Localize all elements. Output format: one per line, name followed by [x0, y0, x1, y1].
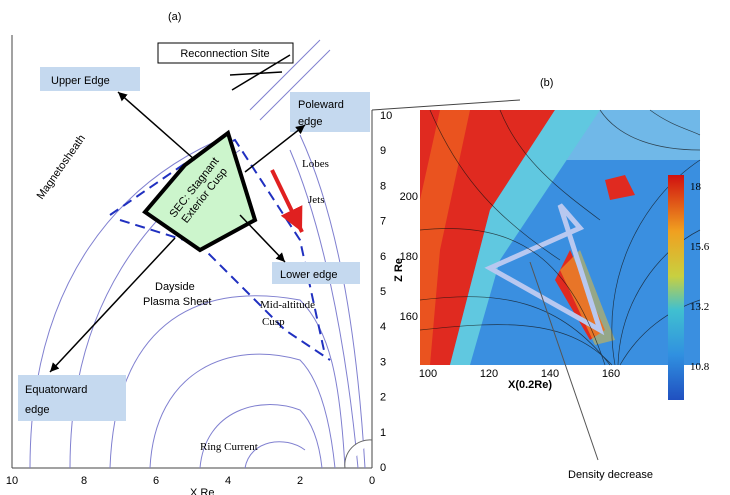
y-tick-label: 200 — [400, 191, 418, 203]
colorbar — [668, 175, 684, 400]
x-tick-label: 8 — [81, 475, 87, 487]
x-tick-label: 2 — [297, 475, 303, 487]
y-tick-label: 6 — [380, 251, 386, 263]
x-tick-label: 4 — [225, 475, 231, 487]
lobes-label: Lobes — [302, 158, 329, 170]
upper-edge-label: Upper Edge — [51, 75, 110, 87]
y-tick-label: 160 — [400, 311, 418, 323]
y-tick-label: 10 — [380, 110, 392, 122]
x-axis-label: X(0.2Re) — [508, 379, 552, 391]
cusp-label: Mid-altitude — [260, 299, 315, 311]
x-tick-label: 6 — [153, 475, 159, 487]
magnetosheath-label: Magnetosheath — [35, 133, 88, 202]
y-tick-label: 2 — [380, 392, 386, 404]
marker — [230, 72, 282, 75]
plasma-sheet-label: Dayside — [155, 281, 195, 293]
y-tick-label: 3 — [380, 356, 386, 368]
arrow — [118, 92, 195, 160]
plasma-sheet-label: Plasma Sheet — [143, 296, 211, 308]
annotation: Density decrease — [568, 469, 653, 481]
colorbar-label: 15.6 — [690, 241, 710, 253]
equatorward-label: edge — [25, 404, 49, 416]
lower-edge-label: Lower edge — [280, 269, 338, 281]
arrow — [240, 215, 285, 262]
colorbar-label: 18 — [690, 181, 702, 193]
x-tick-label: 10 — [6, 475, 18, 487]
cusp-label: Cusp — [262, 316, 285, 328]
poleward-label: edge — [298, 116, 322, 128]
equatorward-label: Equatorward — [25, 384, 87, 396]
x-tick-label: 120 — [480, 368, 498, 380]
y-tick-label: 7 — [380, 216, 386, 228]
frame — [372, 100, 520, 110]
y-tick-label: 180 — [400, 251, 418, 263]
x-axis-label: X Re — [190, 487, 214, 495]
colorbar-label: 13.2 — [690, 301, 709, 313]
y-tick-label: 5 — [380, 286, 386, 298]
jet-arrow — [272, 170, 302, 232]
y-tick-label: 1 — [380, 427, 386, 439]
jets-label: Jets — [308, 194, 325, 206]
y-tick-label: 9 — [380, 145, 386, 157]
colorbar-label: 10.8 — [690, 361, 710, 373]
panel-label: (a) — [168, 11, 181, 23]
x-tick-label: 0 — [369, 475, 375, 487]
poleward-label: Poleward — [298, 99, 344, 111]
ring-current-label: Ring Current — [200, 441, 258, 453]
y-tick-label: 0 — [380, 462, 386, 474]
reconnection-label: Reconnection Site — [180, 48, 269, 60]
figure: (a) SEC: StagnantExterior Cusp Reconnect… — [0, 0, 730, 495]
panel-label: (b) — [540, 77, 553, 89]
x-tick-label: 160 — [602, 368, 620, 380]
x-tick-label: 100 — [419, 368, 437, 380]
y-tick-label: 8 — [380, 180, 386, 192]
x-tick-label: 140 — [541, 368, 559, 380]
y-tick-label: 4 — [380, 321, 386, 333]
